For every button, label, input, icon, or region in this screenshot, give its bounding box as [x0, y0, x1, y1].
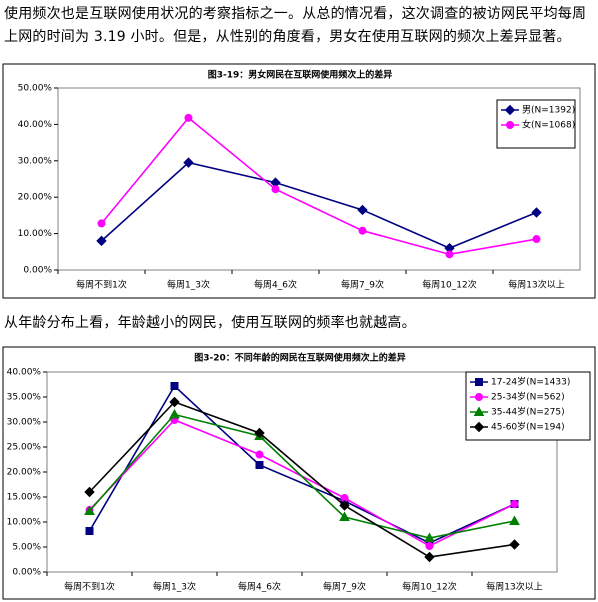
y-tick-label: 40.00% — [18, 120, 53, 130]
data-point — [255, 461, 264, 469]
y-tick-label: 0.00% — [12, 568, 41, 578]
legend-marker — [473, 406, 485, 416]
legend-marker — [475, 393, 483, 401]
y-tick-label: 10.00% — [18, 229, 53, 239]
data-point — [184, 113, 193, 122]
data-point — [445, 250, 454, 259]
y-tick-label: 15.00% — [7, 493, 42, 503]
data-point — [425, 542, 434, 550]
y-tick-label: 0.00% — [23, 266, 52, 276]
data-point — [169, 396, 180, 408]
series-line — [88, 384, 515, 544]
paragraph: 使用频次也是互联网使用状况的考察指标之一。从总的情况看，这次调查的被访网民平均每… — [4, 6, 587, 45]
legend-label: 45-60岁(N=194) — [491, 421, 565, 433]
y-tick-label: 20.00% — [7, 468, 42, 478]
data-point — [84, 505, 95, 515]
data-point — [424, 551, 435, 563]
data-point — [339, 500, 350, 511]
data-point — [424, 532, 435, 542]
x-tick-label: 每周1_3次 — [153, 581, 196, 593]
legend-marker — [473, 421, 485, 433]
data-point — [509, 539, 520, 550]
chart: 图3-20：不同年龄的网民在互联网使用频次上的差异 0.00% 5.00% 10.00… — [2, 346, 596, 600]
data-point — [509, 515, 520, 525]
x-tick-label: 每周7_9次 — [341, 279, 384, 291]
x-tick-label: 每周不到1次 — [76, 279, 127, 291]
legend-marker — [506, 121, 514, 129]
x-tick-label: 每周4_6次 — [254, 279, 297, 291]
data-point — [255, 450, 264, 459]
legend-label: 25-34岁(N=562) — [491, 391, 565, 403]
legend-label: 男(N=1392) — [522, 105, 575, 116]
y-tick-label: 10.00% — [7, 518, 42, 528]
y-tick-label: 40.00% — [7, 368, 42, 378]
chart-frame — [2, 63, 596, 299]
x-tick-label: 每周4_6次 — [238, 581, 281, 593]
data-point — [170, 382, 179, 390]
y-tick-label: 5.00% — [12, 543, 41, 553]
data-point — [97, 219, 106, 228]
x-tick-label: 每周13次以上 — [508, 279, 564, 291]
data-point — [84, 486, 95, 498]
x-tick-label: 每周13次以上 — [486, 581, 542, 593]
legend-marker — [504, 104, 516, 116]
data-point — [96, 235, 107, 247]
legend-label: 女(N=1068) — [522, 119, 575, 131]
series-line — [88, 401, 515, 558]
x-tick-label: 每周10_12次 — [422, 279, 476, 291]
data-point — [254, 427, 265, 439]
y-tick-label: 30.00% — [18, 156, 53, 166]
x-tick-label: 每周不到1次 — [64, 581, 115, 593]
data-point — [358, 226, 367, 235]
data-point — [532, 235, 541, 244]
x-tick-label: 每周1_3次 — [167, 279, 210, 291]
data-point — [510, 500, 519, 508]
chart: 图3-19：男女网民在互联网使用频次上的差异 0.00% 10.00% 20.00% 3… — [2, 63, 596, 299]
legend-label: 17-24岁(N=1433) — [491, 376, 570, 388]
x-tick-label: 每周7_9次 — [323, 581, 366, 593]
chart-title: 图3-19：男女网民在互联网使用频次上的差异 — [208, 69, 393, 81]
y-tick-label: 35.00% — [7, 393, 42, 403]
series-line — [100, 161, 537, 250]
series-line — [100, 116, 537, 256]
y-tick-label: 30.00% — [7, 418, 42, 428]
y-tick-label: 50.00% — [18, 84, 53, 94]
x-tick-label: 每周10_12次 — [402, 581, 456, 593]
data-point — [183, 157, 194, 168]
data-point — [357, 204, 368, 216]
data-point — [339, 511, 350, 521]
data-point — [169, 408, 180, 419]
legend-marker — [475, 378, 483, 386]
series-line — [88, 413, 515, 539]
y-tick-label: 25.00% — [7, 443, 42, 453]
data-point — [85, 527, 94, 535]
data-point — [271, 185, 280, 194]
chart-title: 图3-20：不同年龄的网民在互联网使用频次上的差异 — [194, 352, 406, 364]
legend-box — [465, 371, 591, 441]
legend-label: 35-44岁(N=275) — [491, 406, 565, 418]
data-point — [531, 207, 542, 218]
y-tick-label: 20.00% — [18, 193, 53, 203]
paragraph: 从年龄分布上看，年龄越小的网民，使用互联网的频率也就越高。 — [4, 315, 416, 331]
